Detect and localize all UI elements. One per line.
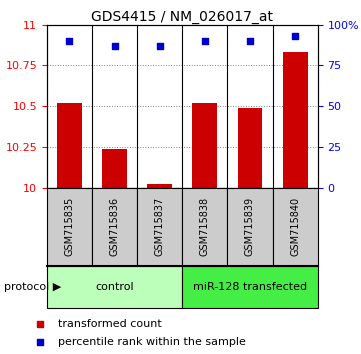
Text: protocol ▶: protocol ▶ <box>4 282 61 292</box>
Bar <box>238 108 262 188</box>
Bar <box>57 103 82 188</box>
Point <box>38 321 43 327</box>
Bar <box>47 188 92 266</box>
Bar <box>102 149 127 188</box>
Text: GSM715836: GSM715836 <box>110 197 119 256</box>
Bar <box>47 266 182 308</box>
Bar <box>137 188 182 266</box>
Point <box>157 43 162 49</box>
Point <box>67 38 73 44</box>
Text: miR-128 transfected: miR-128 transfected <box>193 282 307 292</box>
Point <box>202 38 208 44</box>
Text: GSM715835: GSM715835 <box>65 197 74 256</box>
Text: transformed count: transformed count <box>58 319 161 329</box>
Bar <box>192 103 217 188</box>
Point <box>112 43 118 49</box>
Point <box>292 33 298 39</box>
Text: GSM715837: GSM715837 <box>155 197 165 256</box>
Point <box>247 38 253 44</box>
Bar <box>227 188 273 266</box>
Bar <box>273 188 318 266</box>
Bar <box>182 266 318 308</box>
Bar <box>92 188 137 266</box>
Title: GDS4415 / NM_026017_at: GDS4415 / NM_026017_at <box>91 10 273 24</box>
Text: GSM715840: GSM715840 <box>290 197 300 256</box>
Bar <box>283 52 308 188</box>
Bar <box>182 188 227 266</box>
Bar <box>147 184 172 188</box>
Point <box>38 340 43 346</box>
Text: percentile rank within the sample: percentile rank within the sample <box>58 337 245 348</box>
Text: GSM715839: GSM715839 <box>245 197 255 256</box>
Text: control: control <box>95 282 134 292</box>
Text: GSM715838: GSM715838 <box>200 197 210 256</box>
